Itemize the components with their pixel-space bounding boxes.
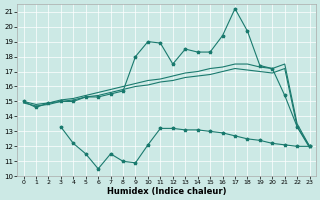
X-axis label: Humidex (Indice chaleur): Humidex (Indice chaleur) [107, 187, 226, 196]
